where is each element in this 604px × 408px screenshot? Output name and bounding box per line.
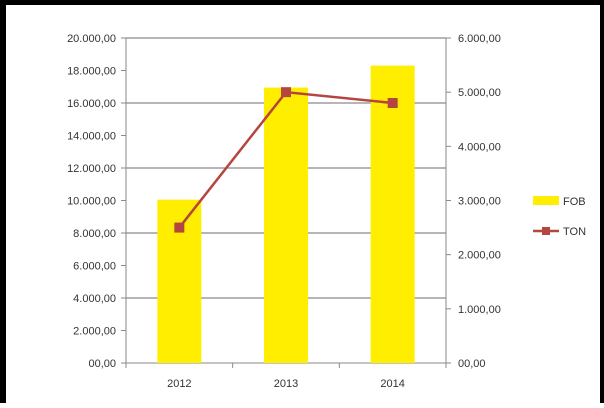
left-tick-label-6: 12.000,00 [67,163,116,175]
right-tick-label-5: 5.000,00 [458,87,501,99]
point-ton-2014 [387,98,398,108]
left-tick-label-8: 16.000,00 [67,98,116,110]
right-tick-label-0: 00,00 [458,358,486,370]
left-tick-label-5: 10.000,00 [67,196,116,208]
right-tick-label-6: 6.000,00 [458,33,501,45]
left-tick-label-3: 6.000,00 [73,261,116,273]
left-tick-label-9: 18.000,00 [67,66,116,78]
left-tick-label-2: 4.000,00 [73,293,116,305]
left-tick-label-0: 00,00 [88,358,116,370]
right-tick-label-2: 2.000,00 [458,250,501,262]
legend-label-fob: FOB [563,196,586,208]
legend-swatch-fob [533,196,559,205]
left-tick-label-1: 2.000,00 [73,326,116,338]
legend-marker-ton [542,227,550,235]
right-tick-label-4: 4.000,00 [458,141,501,153]
point-ton-2013 [281,87,291,98]
left-tick-label-4: 8.000,00 [73,228,116,240]
point-ton-2012 [174,222,185,233]
bar-fob-2013 [264,87,308,363]
left-tick-label-10: 20.000,00 [67,33,116,45]
x-tick-label-2013: 2013 [274,378,298,390]
bar-fob-2014 [370,65,415,363]
x-tick-label-2014: 2014 [380,378,404,390]
x-tick-label-2012: 2012 [167,378,191,390]
legend-label-ton: TON [563,226,586,238]
combo-chart: 00,00 2.000,00 4.000,00 6.000,00 8.000,00 10.… [67,33,586,390]
right-tick-label-1: 1.000,00 [458,304,501,316]
right-tick-label-3: 3.000,00 [458,196,501,208]
left-tick-label-7: 14.000,00 [67,131,116,143]
